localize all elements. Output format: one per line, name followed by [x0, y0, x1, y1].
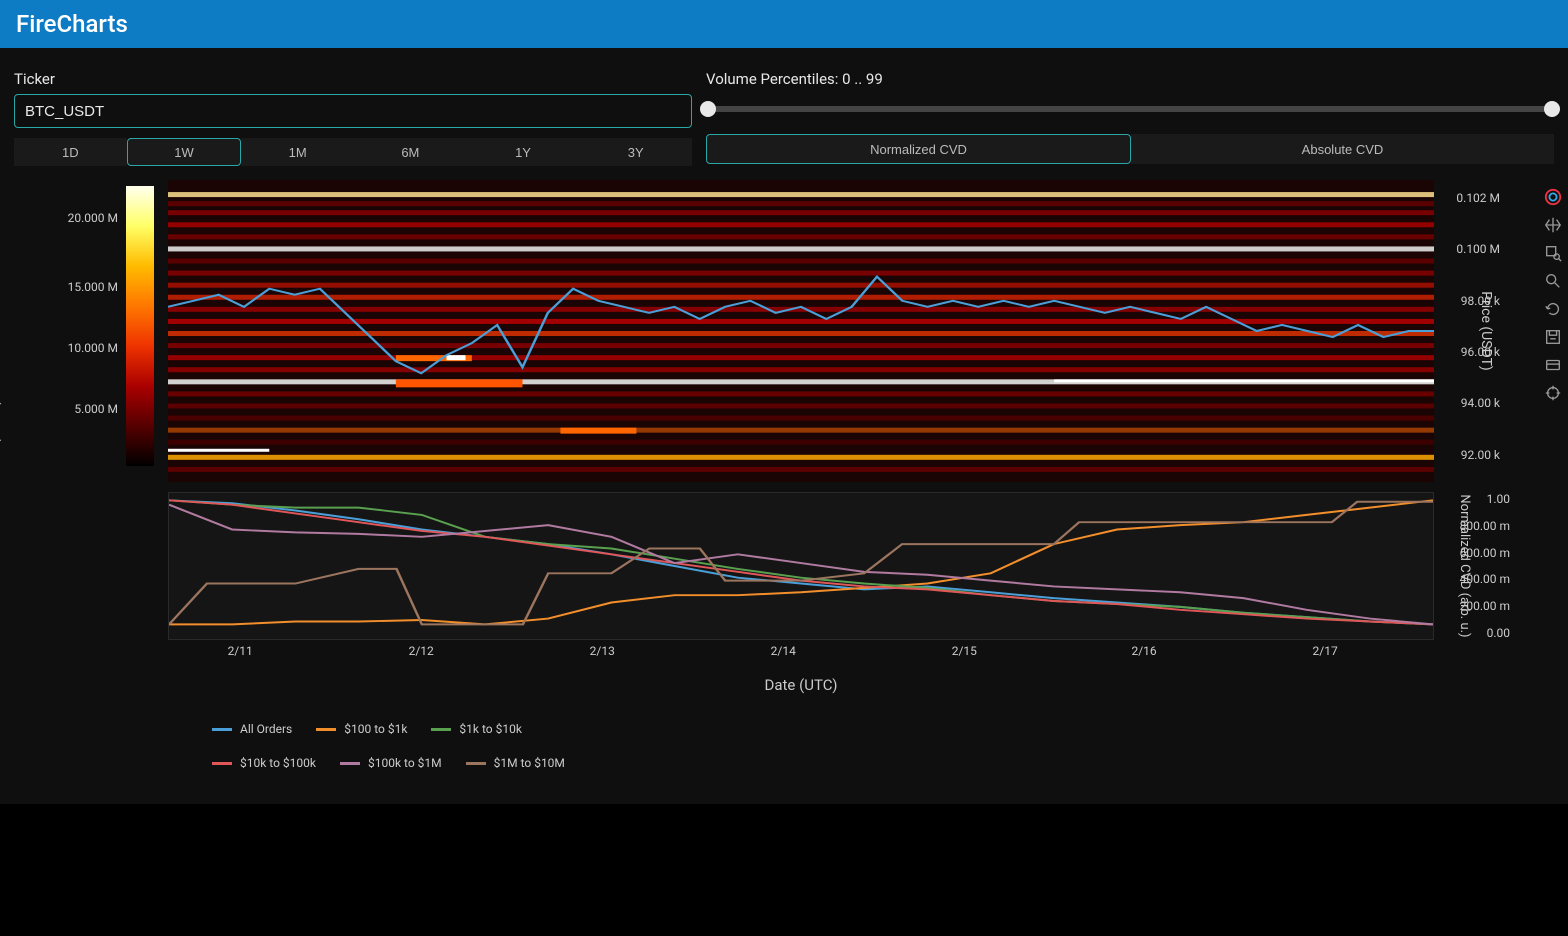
app-title: FireCharts — [16, 10, 128, 38]
cvd-mode-button[interactable]: Normalized CVD — [706, 134, 1131, 164]
timeframe-3y[interactable]: 3Y — [579, 138, 692, 166]
slider-handle-low[interactable] — [700, 101, 716, 117]
ticker-label: Ticker — [14, 70, 692, 88]
percentiles-label: Volume Percentiles: 0 .. 99 — [706, 70, 1554, 88]
cvd-chart[interactable] — [168, 492, 1434, 640]
price-tick: 0.102 M — [1456, 191, 1500, 205]
price-tick: 92.00 k — [1461, 448, 1500, 462]
crosshair-icon[interactable] — [1542, 382, 1564, 404]
timeframe-1w[interactable]: 1W — [127, 138, 242, 166]
price-axis-label: Price (USDT) — [1478, 291, 1494, 371]
x-tick: 2/17 — [1313, 644, 1338, 658]
volume-tick: 15.000 M — [68, 280, 118, 294]
legend-swatch — [466, 762, 486, 765]
x-tick: 2/14 — [771, 644, 796, 658]
ticker-input[interactable] — [14, 94, 692, 128]
reset-icon[interactable] — [1542, 298, 1564, 320]
timeframe-6m[interactable]: 6M — [354, 138, 467, 166]
timeframe-1y[interactable]: 1Y — [467, 138, 580, 166]
price-tick: 0.100 M — [1456, 242, 1500, 256]
legend-item[interactable]: $10k to $100k — [212, 756, 316, 770]
wheel-zoom-icon[interactable] — [1542, 270, 1564, 292]
cvd-axis-label: Normalized CVD (arb. u.) — [1457, 494, 1472, 637]
timeframe-row: 1D1W1M6M1Y3Y — [14, 138, 692, 166]
cvd-tick: 1.00 — [1487, 492, 1510, 506]
timeframe-1m[interactable]: 1M — [241, 138, 354, 166]
x-tick: 2/13 — [590, 644, 615, 658]
timeframe-1d[interactable]: 1D — [14, 138, 127, 166]
price-tick: 94.00 k — [1461, 396, 1500, 410]
legend-label: All Orders — [240, 722, 292, 736]
legend-label: $100k to $1M — [368, 756, 442, 770]
legend-swatch — [316, 728, 336, 731]
legend-swatch — [212, 762, 232, 765]
legend-swatch — [340, 762, 360, 765]
x-tick: 2/11 — [228, 644, 253, 658]
cvd-mode-button[interactable]: Absolute CVD — [1131, 134, 1554, 164]
legend-label: $1k to $10k — [459, 722, 522, 736]
pan-icon[interactable] — [1542, 214, 1564, 236]
legend-item[interactable]: $1k to $10k — [431, 722, 522, 736]
legend-item[interactable]: $100k to $1M — [340, 756, 442, 770]
heatmap-colorbar — [126, 186, 154, 466]
volume-tick: 20.000 M — [68, 211, 118, 225]
legend-item[interactable]: $1M to $10M — [466, 756, 565, 770]
cvd-tick: 0.00 — [1487, 626, 1510, 640]
x-axis-label: Date (UTC) — [168, 676, 1434, 694]
volume-axis-label: Volume (USDT) — [0, 475, 2, 495]
legend-label: $10k to $100k — [240, 756, 316, 770]
cvd-mode-row: Normalized CVDAbsolute CVD — [706, 134, 1554, 164]
x-tick: 2/12 — [409, 644, 434, 658]
slider-handle-high[interactable] — [1544, 101, 1560, 117]
legend-label: $1M to $10M — [494, 756, 565, 770]
hover-icon[interactable] — [1542, 354, 1564, 376]
box-zoom-icon[interactable] — [1542, 242, 1564, 264]
app-header: FireCharts — [0, 0, 1568, 48]
volume-tick: 5.000 M — [74, 402, 118, 416]
volume-percentile-slider[interactable] — [706, 94, 1554, 128]
volume-tick: 10.000 M — [68, 341, 118, 355]
legend-swatch — [431, 728, 451, 731]
legend-item[interactable]: $100 to $1k — [316, 722, 407, 736]
legend-item[interactable]: All Orders — [212, 722, 292, 736]
save-icon[interactable] — [1542, 326, 1564, 348]
x-tick: 2/16 — [1131, 644, 1156, 658]
legend-swatch — [212, 728, 232, 731]
price-heatmap[interactable] — [168, 180, 1434, 482]
x-tick: 2/15 — [952, 644, 977, 658]
logo-icon — [1542, 186, 1564, 208]
legend-label: $100 to $1k — [344, 722, 407, 736]
chart-toolbar — [1540, 186, 1566, 404]
